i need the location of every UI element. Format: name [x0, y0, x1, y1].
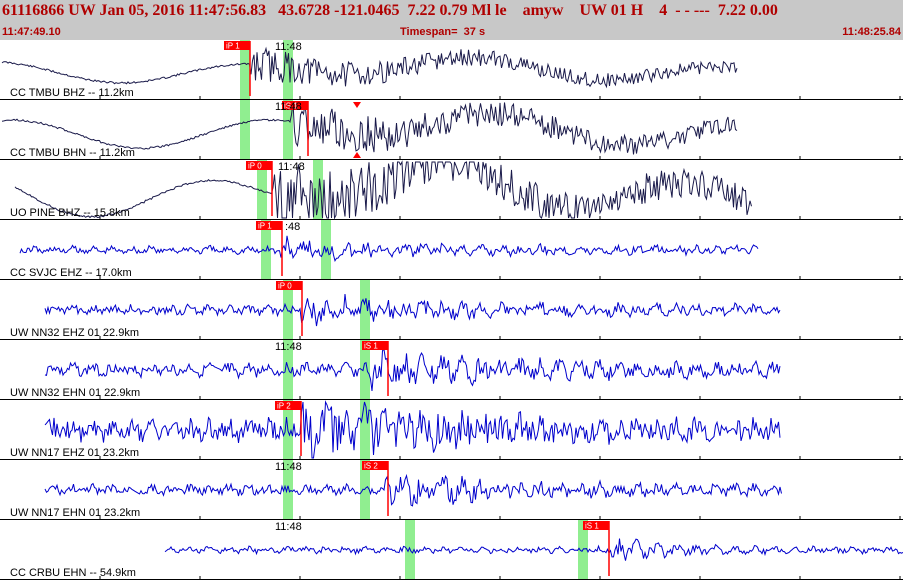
channel-label: UW NN32 EHZ 01 22.9km	[10, 327, 139, 339]
waveform-trace	[164, 538, 903, 561]
minute-label: 11:48	[275, 521, 302, 533]
timespan-label: Timespan= 37 s	[400, 26, 486, 38]
pick-flag[interactable]	[362, 341, 388, 350]
trace-panel[interactable]: iP 1 11:48 CC TMBU BHZ -- 11.2km	[0, 40, 903, 100]
pick-flag[interactable]	[246, 161, 272, 170]
analysis-window	[360, 460, 370, 520]
minute-label: 11:48	[275, 341, 302, 353]
channel-label: CC CRBU EHN -- 54.9km	[10, 567, 136, 579]
pick-flag[interactable]	[362, 461, 388, 470]
pick-flag[interactable]	[583, 521, 609, 530]
pick-flag[interactable]	[276, 281, 302, 290]
end-time: 11:48:25.84	[842, 26, 901, 38]
pick-label: iP 1	[258, 222, 272, 231]
pick-label: iP 0	[248, 162, 262, 171]
analysis-window	[283, 40, 293, 100]
waveform-trace	[1, 46, 738, 89]
minute-label: 11:48	[275, 101, 302, 113]
pick-label: iS 1	[284, 102, 298, 111]
trace-panel[interactable]: iP 0 UW NN32 EHZ 01 22.9km	[0, 280, 903, 340]
minute-label: 11:48	[278, 161, 305, 173]
minute-label: 11:48	[275, 41, 302, 53]
pick-label: iP 2	[277, 402, 291, 411]
pick-label: iS 2	[364, 462, 378, 471]
pick-flag[interactable]	[256, 221, 282, 230]
pick-label: iS 1	[364, 342, 378, 351]
analysis-window	[283, 100, 293, 160]
channel-label: UW NN17 EHN 01 23.2km	[10, 507, 140, 519]
analysis-window	[283, 340, 293, 400]
analysis-window	[240, 100, 250, 160]
pick-flag[interactable]	[275, 401, 301, 410]
minute-label: 11:48	[275, 461, 302, 473]
event-title: 61116866 UW Jan 05, 2016 11:47:56.83 43.…	[2, 2, 778, 19]
analysis-window	[240, 40, 250, 100]
event-header: 61116866 UW Jan 05, 2016 11:47:56.83 43.…	[0, 0, 903, 40]
analysis-window	[360, 400, 370, 460]
trace-panel[interactable]: iS 1 11:48 CC CRBU EHN -- 54.9km	[0, 520, 903, 580]
waveform-trace	[44, 293, 781, 327]
analysis-window	[360, 280, 370, 340]
waveform-trace	[1, 101, 738, 155]
channel-label: CC TMBU BHN -- 11.2km	[10, 147, 135, 159]
trace-panel[interactable]: iS 2 11:48 UW NN17 EHN 01 23.2km	[0, 460, 903, 520]
channel-label: UO PINE BHZ -- 15.8km	[10, 207, 130, 219]
pick-flag[interactable]	[224, 41, 250, 50]
trace-panel[interactable]: iP 0 11:48 UO PINE BHZ -- 15.8km	[0, 160, 903, 220]
analysis-window	[313, 160, 323, 220]
pick-label: iP 0	[278, 282, 292, 291]
waveform-trace	[44, 400, 781, 459]
trace-panel[interactable]: iP 2 UW NN17 EHZ 01 23.2km	[0, 400, 903, 460]
analysis-window	[283, 460, 293, 520]
pick-label: iS 1	[585, 522, 599, 531]
trace-panel[interactable]: iP 1 :48 CC SVJC EHZ -- 17.0km	[0, 220, 903, 280]
trace-panel[interactable]: iS 1 11:48 UW NN32 EHN 01 22.9km	[0, 340, 903, 400]
minute-label: :48	[285, 221, 300, 233]
trace-panel[interactable]: iS 111:48 CC TMBU BHN -- 11.2km	[0, 100, 903, 160]
pick-flag[interactable]	[282, 101, 308, 110]
start-time: 11:47:49.10	[2, 26, 61, 38]
waveform-trace	[14, 160, 752, 220]
waveform-trace	[44, 348, 781, 391]
channel-label: UW NN17 EHZ 01 23.2km	[10, 447, 139, 459]
waveform-trace	[19, 235, 759, 262]
analysis-window	[257, 160, 267, 220]
marker-down-icon	[353, 102, 361, 108]
channel-label: CC SVJC EHZ -- 17.0km	[10, 267, 132, 279]
marker-up-icon	[353, 152, 361, 158]
waveform-trace	[44, 473, 782, 507]
channel-label: UW NN32 EHN 01 22.9km	[10, 387, 140, 399]
channel-label: CC TMBU BHZ -- 11.2km	[10, 87, 134, 99]
analysis-window	[360, 340, 370, 400]
pick-label: iP 1	[226, 42, 240, 51]
